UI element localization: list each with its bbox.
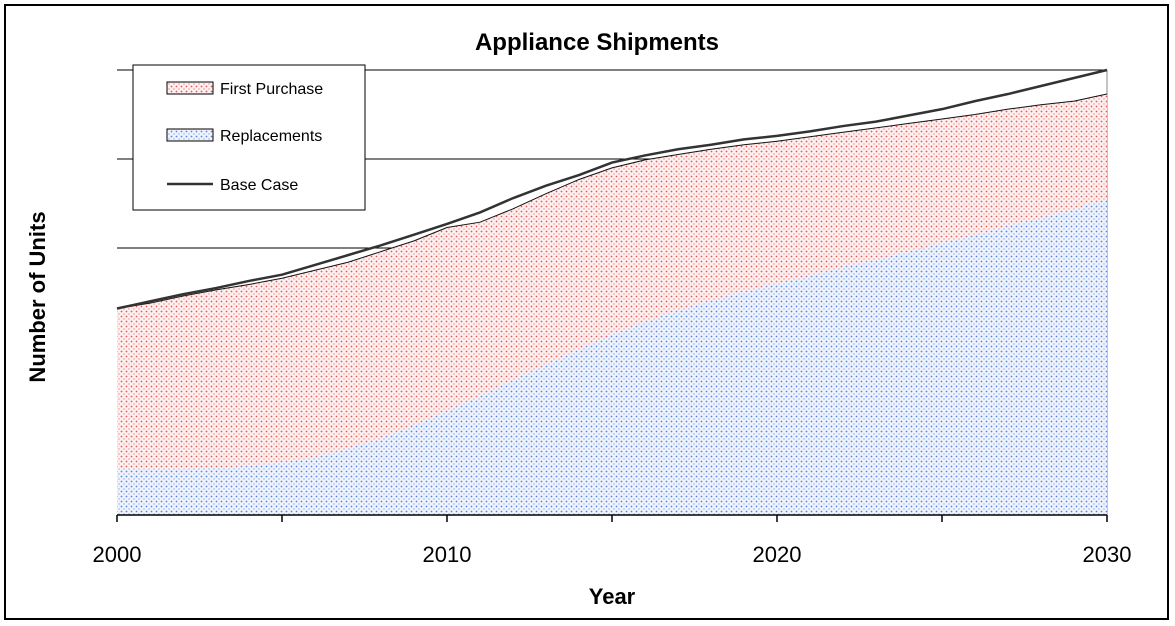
x-axis-title: Year [589,584,636,609]
y-axis-title: Number of Units [25,211,50,382]
x-tick-label: 2010 [423,542,472,567]
chart-title: Appliance Shipments [475,29,719,56]
legend-label-first-purchase: First Purchase [220,81,323,98]
first-purchase-top-edge [116,93,1108,310]
area-replacements [117,199,1107,516]
x-ticks: 2000 2010 2020 2030 [93,515,1132,567]
series-lines [116,68,1108,310]
x-tick-label: 2030 [1083,542,1132,567]
legend-swatch-replacements [166,128,214,142]
x-tick-label: 2020 [753,542,802,567]
area-first-purchase [117,94,1107,469]
x-tick-label: 2000 [93,542,142,567]
stacked-areas [117,94,1107,516]
legend-label-base-case: Base Case [220,177,298,194]
legend: First Purchase Replacements Base Case [132,64,366,211]
legend-label-replacements: Replacements [220,128,322,145]
legend-swatch-first-purchase [166,81,214,95]
base-case-line [116,68,1108,310]
